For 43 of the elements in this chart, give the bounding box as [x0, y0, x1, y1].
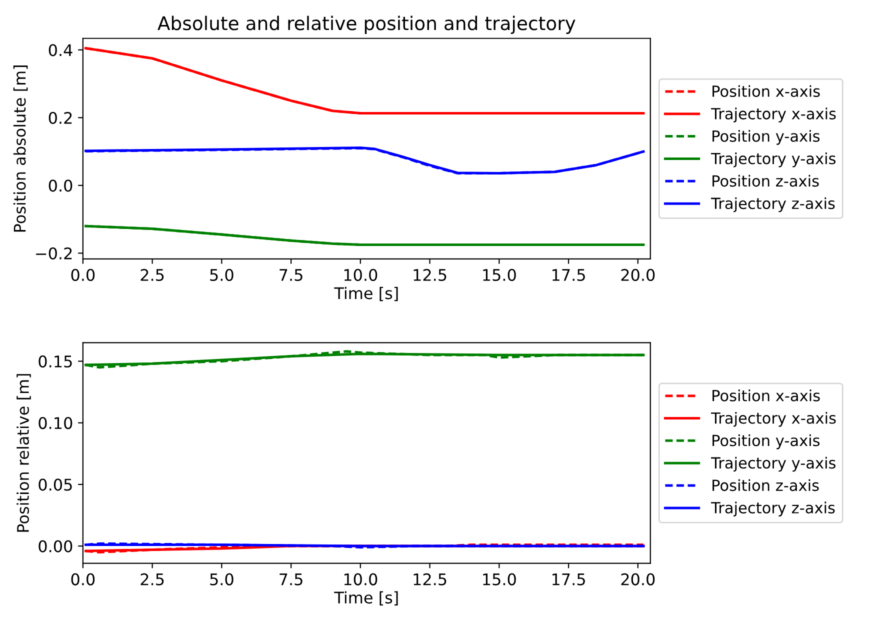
x-tick-label: 7.5 — [280, 269, 302, 282]
x-tick-label: 5.0 — [210, 268, 234, 282]
y-tick-label: 0.2 — [48, 112, 72, 124]
x-tick-label: 7.5 — [280, 574, 302, 586]
y-tick-label: 0.4 — [48, 44, 72, 56]
y-tick-label: −0.2 — [36, 247, 72, 260]
x-tick-label: 10.0 — [344, 268, 378, 282]
y-tick-label: 0.15 — [38, 355, 72, 368]
y-axis-title: Position relative [m] — [16, 374, 31, 532]
legend-label: Trajectory y-axis — [711, 152, 836, 168]
y-tick-label: 0.10 — [38, 417, 72, 430]
legend-label: Position x-axis — [712, 85, 820, 98]
x-axis-title: Time [s] — [334, 286, 398, 302]
x-tick-label: 20.0 — [621, 268, 655, 282]
x-tick-label: 12.5 — [414, 573, 446, 586]
legend-label: Position y-axis — [712, 130, 820, 145]
chart-title: Absolute and relative position and trajectory — [158, 16, 576, 34]
x-tick-label: 2.5 — [140, 268, 164, 282]
y-axis-title: Position absolute [m] — [13, 66, 28, 232]
x-tick-label: 20.0 — [621, 573, 655, 586]
legend-label: Position z-axis — [712, 174, 819, 187]
y-tick-label: 0.0 — [48, 180, 72, 192]
y-tick-label: 0.05 — [38, 478, 72, 491]
x-tick-label: 0.0 — [71, 573, 95, 586]
x-tick-label: 12.5 — [414, 268, 446, 282]
legend-label: Position y-axis — [712, 434, 820, 450]
legend-label: Position x-axis — [712, 390, 820, 402]
legend-label: Position z-axis — [712, 479, 819, 492]
legend-label: Trajectory x-axis — [711, 412, 836, 427]
x-tick-label: 10.0 — [344, 573, 378, 586]
legend-label: Trajectory x-axis — [711, 108, 836, 122]
x-axis-title: Time [s] — [334, 591, 398, 606]
x-tick-label: 17.5 — [552, 269, 585, 282]
x-tick-label: 15.0 — [483, 268, 516, 282]
x-tick-label: 2.5 — [140, 573, 164, 586]
y-tick-label: 0.00 — [38, 540, 72, 552]
legend-label: Trajectory y-axis — [711, 456, 836, 472]
x-tick-label: 0.0 — [71, 268, 95, 282]
legend-label: Trajectory z-axis — [711, 197, 835, 212]
x-tick-label: 15.0 — [483, 573, 516, 586]
legend-label: Trajectory z-axis — [711, 502, 835, 516]
x-tick-label: 17.5 — [552, 574, 585, 586]
x-tick-label: 5.0 — [210, 573, 234, 586]
